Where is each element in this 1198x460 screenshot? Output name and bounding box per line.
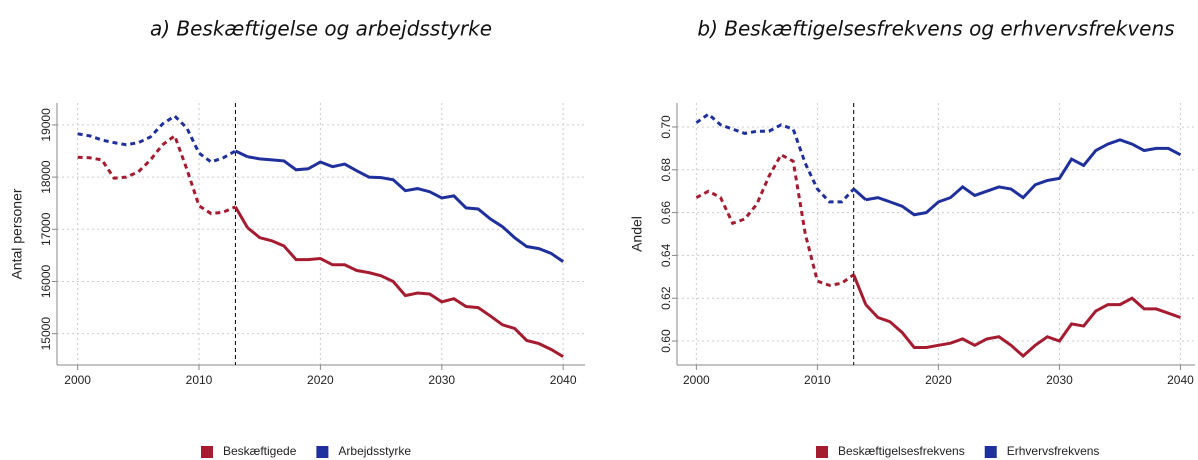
x-tick-label: 2040 (1167, 373, 1194, 387)
y-tick-label: 18000 (39, 160, 53, 194)
forecast-line-series (247, 155, 565, 263)
chart-title: a) Beskæftigelse og arbejdsstyrke (150, 17, 492, 41)
legend-swatch (816, 446, 828, 458)
x-tick-label: 2000 (64, 373, 91, 387)
legend-label: Beskæftigede (223, 444, 297, 458)
y-tick-label: 0.68 (659, 158, 673, 182)
y-tick-label: 0.64 (659, 243, 673, 267)
forecast-line-series (864, 296, 1181, 359)
y-tick-label: 16000 (39, 264, 53, 298)
legend: Beskæftigelsesfrekvens Erhvervsfrekvens (816, 444, 1099, 458)
x-tick-label: 2020 (307, 373, 334, 387)
legend: Beskæftigede Arbejdsstyrke (201, 444, 411, 458)
chart-title: b) Beskæftigelsesfrekvens og erhvervsfre… (697, 17, 1174, 41)
history-line (77, 114, 237, 164)
y-tick-label: 0.66 (659, 201, 673, 225)
legend-label: Arbejdsstyrke (338, 444, 411, 458)
legend-swatch (201, 446, 213, 458)
forecast-line-series (865, 138, 1182, 217)
x-tick-label: 2010 (804, 373, 831, 387)
connector (234, 206, 249, 229)
y-tick-label: 0.60 (659, 329, 673, 353)
legend-swatch (984, 446, 997, 458)
x-tick-label: 2000 (683, 373, 710, 387)
x-tick-label: 2020 (925, 373, 952, 387)
history-line (77, 133, 237, 216)
legend-swatch (316, 446, 329, 458)
y-axis-label: Andel (629, 216, 645, 252)
y-tick-label: 0.70 (659, 115, 673, 139)
forecast-line-series (246, 226, 564, 358)
y-tick-label: 15000 (39, 317, 53, 351)
x-tick-label: 2030 (1046, 373, 1073, 387)
connector (234, 149, 249, 159)
chart: b) Beskæftigelsesfrekvens og erhvervsfre… (629, 17, 1195, 458)
connector (852, 187, 867, 201)
y-tick-label: 0.62 (659, 286, 673, 310)
y-tick-label: 17000 (39, 212, 53, 246)
legend-label: Beskæftigelsesfrekvens (838, 444, 965, 458)
y-tick-label: 19000 (39, 108, 53, 142)
history-line (695, 112, 855, 204)
chart: a) Beskæftigelse og arbejdsstyrke Antal p… (9, 17, 585, 458)
x-tick-label: 2030 (428, 373, 455, 387)
history-line (695, 152, 855, 287)
x-tick-label: 2040 (550, 373, 577, 387)
legend-label: Erhvervsfrekvens (1007, 444, 1100, 458)
x-tick-label: 2010 (186, 373, 213, 387)
y-axis-label: Antal personer (9, 188, 25, 279)
connector (852, 274, 868, 306)
